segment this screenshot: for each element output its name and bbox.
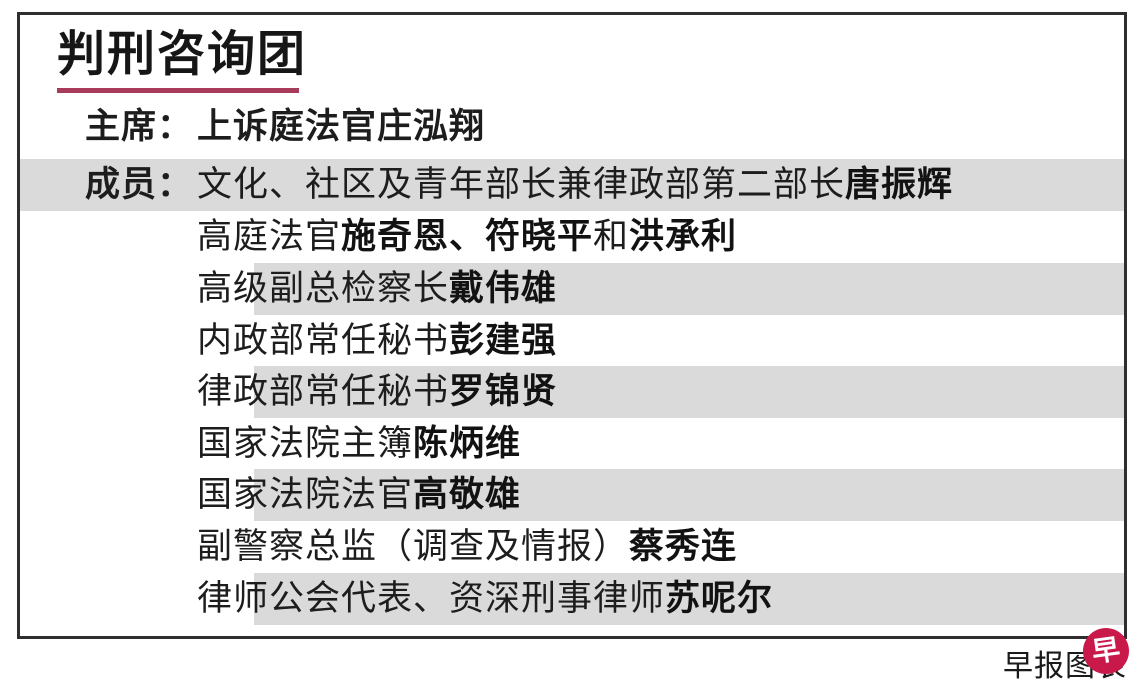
row-stripe — [254, 366, 1124, 418]
member-row: 高级副总检察长戴伟雄 — [20, 263, 1124, 315]
member-name: 彭建强 — [449, 321, 558, 361]
member-name: 施奇恩、符晓平 — [341, 217, 594, 257]
member-name: 苏呢尔 — [665, 579, 774, 619]
member-name: 唐振辉 — [845, 165, 954, 205]
member-row: 国家法院主簿陈炳维 — [20, 418, 1124, 470]
member-text: 高庭法官施奇恩、符晓平和洪承利 — [197, 211, 737, 263]
member-text: 律政部常任秘书罗锦贤 — [197, 366, 557, 418]
row-stripe — [254, 469, 1124, 521]
member-name: 陈炳维 — [413, 424, 522, 464]
member-row: 内政部常任秘书彭建强 — [20, 315, 1124, 367]
member-text: 国家法院法官高敬雄 — [197, 469, 521, 521]
panel-title: 判刑咨询团 — [57, 26, 308, 82]
member-name: 戴伟雄 — [449, 269, 558, 309]
member-role-text: 国家法院主簿 — [197, 424, 414, 464]
logo-character: 早 — [1089, 632, 1123, 669]
chairman-row: 主席： 上诉庭法官庄泓翔 — [20, 101, 1124, 153]
member-name: 洪承利 — [629, 217, 738, 257]
members-label: 成员： — [85, 165, 194, 205]
member-name: 罗锦贤 — [449, 372, 558, 412]
member-name: 高敬雄 — [413, 475, 522, 515]
member-role-text: 律政部常任秘书 — [197, 372, 450, 412]
member-row: 高庭法官施奇恩、符晓平和洪承利 — [20, 211, 1124, 263]
member-role-text: 文化、社区及青年部长兼律政部第二部长 — [197, 165, 846, 205]
member-text: 律师公会代表、资深刑事律师苏呢尔 — [197, 573, 773, 625]
member-text: 高级副总检察长戴伟雄 — [197, 263, 557, 315]
member-role-text: 高庭法官 — [197, 217, 342, 257]
chairman-name: 上诉庭法官庄泓翔 — [197, 107, 486, 147]
member-role-text: 副警察总监（调查及情报） — [197, 527, 630, 567]
member-text: 国家法院主簿陈炳维 — [197, 418, 521, 470]
member-conjunction: 和 — [593, 217, 630, 257]
member-role-text: 律师公会代表、资深刑事律师 — [197, 579, 666, 619]
chairman-label: 主席： — [85, 107, 194, 147]
member-role-text: 国家法院法官 — [197, 475, 414, 515]
member-role-text: 内政部常任秘书 — [197, 321, 450, 361]
member-text: 文化、社区及青年部长兼律政部第二部长唐振辉 — [197, 159, 953, 211]
member-text: 内政部常任秘书彭建强 — [197, 315, 557, 367]
row-stripe — [20, 159, 1124, 211]
title-underline — [57, 88, 299, 93]
row-stripe — [254, 573, 1124, 625]
infographic-frame: 判刑咨询团 主席： 上诉庭法官庄泓翔 成员： 文化、社区及青年部长兼律政部第二部… — [17, 12, 1127, 639]
member-row: 律师公会代表、资深刑事律师苏呢尔 — [20, 573, 1124, 625]
row-stripe — [254, 263, 1124, 315]
member-name: 蔡秀连 — [629, 527, 738, 567]
member-row: 国家法院法官高敬雄 — [20, 469, 1124, 521]
zaobao-logo: 早 — [1083, 628, 1129, 674]
member-role-text: 高级副总检察长 — [197, 269, 450, 309]
member-row: 副警察总监（调查及情报）蔡秀连 — [20, 521, 1124, 573]
member-row: 律政部常任秘书罗锦贤 — [20, 366, 1124, 418]
member-row: 成员： 文化、社区及青年部长兼律政部第二部长唐振辉 — [20, 159, 1124, 211]
member-text: 副警察总监（调查及情报）蔡秀连 — [197, 521, 737, 573]
